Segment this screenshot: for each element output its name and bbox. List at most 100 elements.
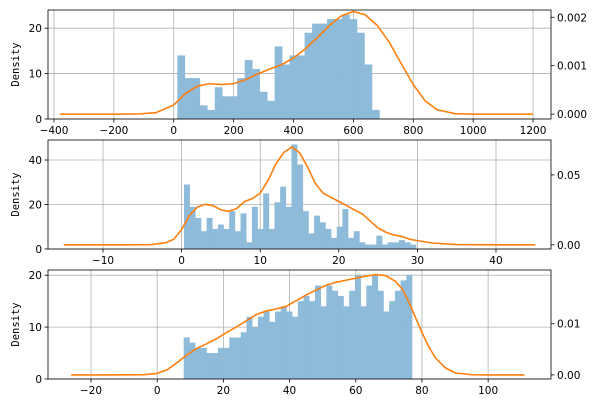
histogram-bar <box>274 46 283 119</box>
histogram-bar <box>314 285 321 379</box>
histogram-bar <box>404 242 411 249</box>
x-tick-label: 60 <box>349 385 362 397</box>
y-tick-label-left: 0 <box>35 374 42 386</box>
histogram-bar <box>382 244 388 249</box>
x-tick-label: 20 <box>217 385 230 397</box>
histogram-bar <box>289 55 298 119</box>
histogram-bar <box>393 242 400 249</box>
plot-frame <box>47 139 552 250</box>
density-curve <box>71 273 525 376</box>
histogram-bar <box>240 213 247 249</box>
histogram-bar <box>387 242 394 249</box>
histogram-bar <box>282 64 290 119</box>
histogram-bar <box>320 306 327 379</box>
x-tick-label: 30 <box>411 255 424 267</box>
histogram-bar <box>183 337 190 379</box>
x-tick-label: 0 <box>154 385 161 397</box>
y-axis-label: Density <box>10 42 22 86</box>
histogram-bar <box>302 211 309 249</box>
y-tick-label-right: 0.000 <box>557 109 587 121</box>
x-tick-label: 40 <box>283 385 296 397</box>
histogram-bar <box>377 290 384 379</box>
histogram-bar <box>372 275 379 379</box>
histogram-bar <box>356 32 365 119</box>
histogram-bar <box>366 285 373 379</box>
histogram-bar <box>189 206 196 249</box>
histogram-bar <box>371 109 380 119</box>
histogram-bar <box>349 19 358 119</box>
histogram <box>183 144 417 249</box>
histogram-bar <box>223 347 230 379</box>
y-tick-label-right: 0.002 <box>557 12 587 24</box>
histogram-bar <box>354 275 361 379</box>
histogram-bar <box>394 290 401 379</box>
histogram-bar <box>207 109 216 119</box>
histogram-bar <box>286 311 293 379</box>
histogram-bar <box>234 231 241 249</box>
histogram-bar <box>268 228 275 249</box>
histogram-bar <box>359 242 366 249</box>
y-tick-label-left: 20 <box>29 23 42 35</box>
y-tick-label-left: 20 <box>29 200 42 212</box>
histogram-bar <box>189 342 196 379</box>
histogram-bar <box>263 311 270 379</box>
histogram-bar <box>267 100 275 119</box>
density-curve <box>63 146 536 246</box>
histogram-bar <box>237 78 246 119</box>
y-tick-label-right: 0.05 <box>557 170 580 182</box>
x-tick-label: 1200 <box>520 125 547 137</box>
histogram-bar <box>275 311 282 379</box>
density-curve <box>59 10 534 115</box>
histogram-bar <box>326 285 333 379</box>
histogram-bar <box>291 144 298 249</box>
x-tick-label: 0 <box>170 125 177 137</box>
x-tick-label: 40 <box>489 255 502 267</box>
x-tick-label: 400 <box>283 125 303 137</box>
histogram-bar <box>200 231 207 249</box>
histogram-bar <box>229 96 238 119</box>
histogram-bar <box>337 295 344 379</box>
x-tick-label: 20 <box>332 255 345 267</box>
x-tick-label: −400 <box>40 125 69 137</box>
histogram-bar <box>406 275 413 379</box>
y-tick-label-left: 10 <box>29 322 42 334</box>
histogram-bar <box>364 64 373 119</box>
histogram <box>183 275 413 379</box>
histogram-bar <box>212 353 219 379</box>
histogram-bar <box>297 301 304 379</box>
histogram-bar <box>312 23 320 119</box>
histogram <box>177 14 380 119</box>
x-tick-label: 80 <box>415 385 428 397</box>
histogram-bar <box>334 19 343 119</box>
y-tick-label-right: 0.00 <box>557 240 580 252</box>
histogram-bar <box>184 78 193 119</box>
histogram-bar <box>327 19 335 119</box>
histogram-bar <box>376 235 383 249</box>
histogram-bar <box>195 347 202 379</box>
histogram-bar <box>304 32 313 119</box>
histogram-bar <box>257 228 264 249</box>
histogram-bar <box>343 306 350 379</box>
histogram-bar <box>319 222 326 249</box>
histogram-bar <box>229 211 236 249</box>
histogram-bar <box>246 242 253 249</box>
subplot-1: −400 −200 0 200 400 600 800 1000 1200 0 10 20 0.000 0… <box>10 9 587 137</box>
y-tick-label-left: 40 <box>29 155 42 167</box>
histogram-bar <box>342 14 350 119</box>
y-tick-label-right: 0.01 <box>557 319 580 331</box>
histogram-bar <box>332 290 339 379</box>
x-tick-label: 600 <box>343 125 363 137</box>
histogram-bar <box>400 280 407 379</box>
histogram-bar <box>292 316 299 379</box>
histogram-bar <box>398 240 405 249</box>
y-tick-label-left: 20 <box>29 270 42 282</box>
histogram-bar <box>319 23 328 119</box>
histogram-bar <box>314 215 321 249</box>
histogram-bar <box>252 69 260 119</box>
histogram-bar <box>183 184 190 249</box>
histogram-bar <box>297 164 304 249</box>
histogram-bar <box>353 231 360 249</box>
y-axis-label: Density <box>10 302 22 346</box>
histogram-bar <box>229 337 236 379</box>
